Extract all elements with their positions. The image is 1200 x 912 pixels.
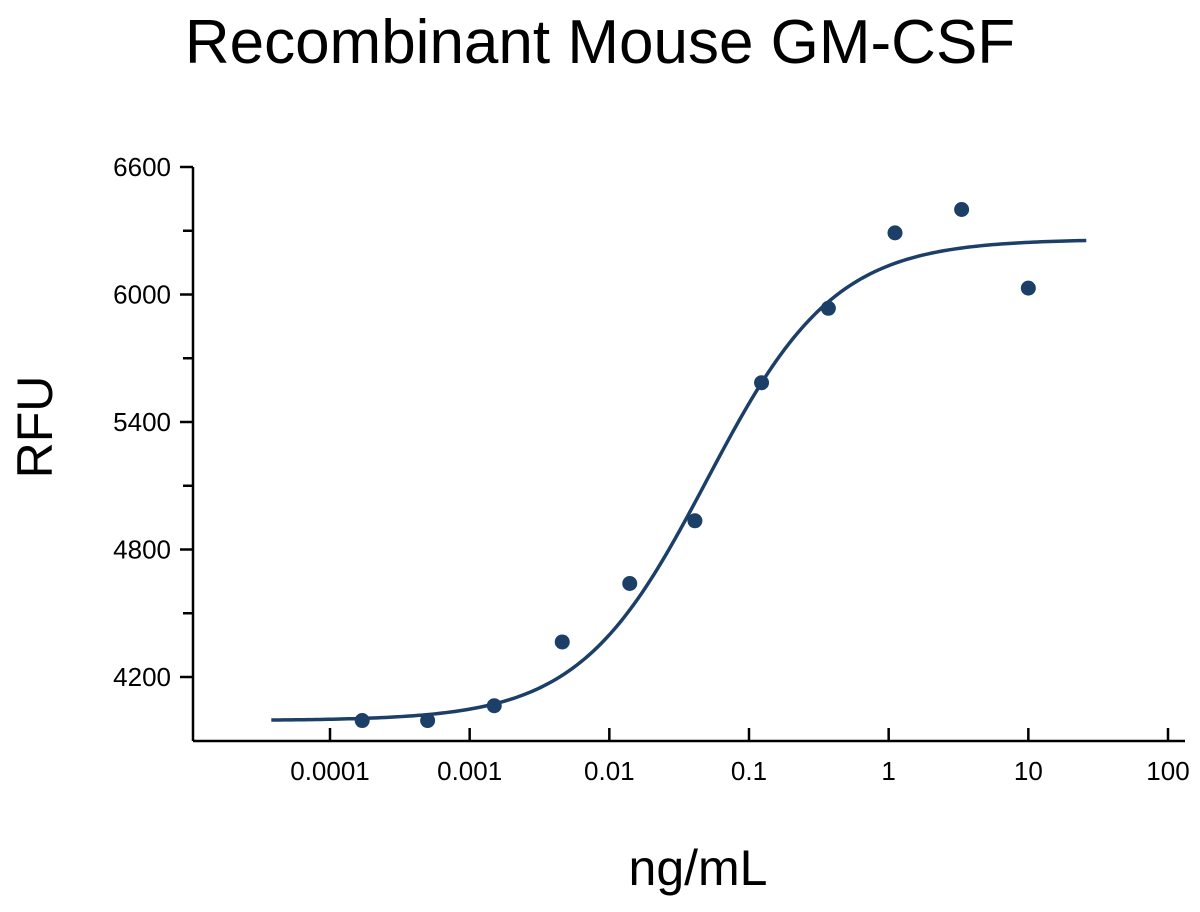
y-tick-label: 6600 [113, 152, 171, 182]
x-tick-label: 0.1 [731, 756, 767, 786]
y-tick-label: 4200 [113, 662, 171, 692]
y-tick-label: 5400 [113, 407, 171, 437]
data-points-layer [354, 202, 1036, 729]
y-axis: 4200 4800 5400 6000 6600 [113, 152, 195, 741]
x-axis-title: ng/mL [629, 840, 768, 896]
data-point [754, 375, 770, 391]
fit-curve [271, 238, 1087, 722]
x-tick-label: 100 [1146, 756, 1189, 786]
data-point [687, 513, 703, 529]
data-point [554, 634, 570, 650]
x-axis: 0.0001 0.001 0.01 0.1 1 10 100 [193, 728, 1190, 786]
data-point [486, 698, 502, 714]
data-point [622, 576, 638, 591]
x-tick-label: 0.001 [437, 756, 502, 786]
y-tick-label: 4800 [113, 535, 171, 565]
x-tick-label: 0.0001 [290, 756, 370, 786]
data-point [820, 300, 836, 316]
fit-curve-layer [271, 238, 1087, 722]
data-point [354, 713, 370, 729]
data-point [1020, 280, 1036, 296]
x-tick-label: 10 [1014, 756, 1043, 786]
data-point [420, 713, 436, 729]
x-tick-label: 1 [881, 756, 895, 786]
data-point [954, 202, 970, 217]
x-tick-label: 0.01 [584, 756, 635, 786]
y-tick-label: 6000 [113, 280, 171, 310]
y-axis-title: RFU [7, 376, 63, 479]
data-point [887, 225, 903, 241]
chart-title: Recombinant Mouse GM-CSF [185, 8, 1015, 77]
